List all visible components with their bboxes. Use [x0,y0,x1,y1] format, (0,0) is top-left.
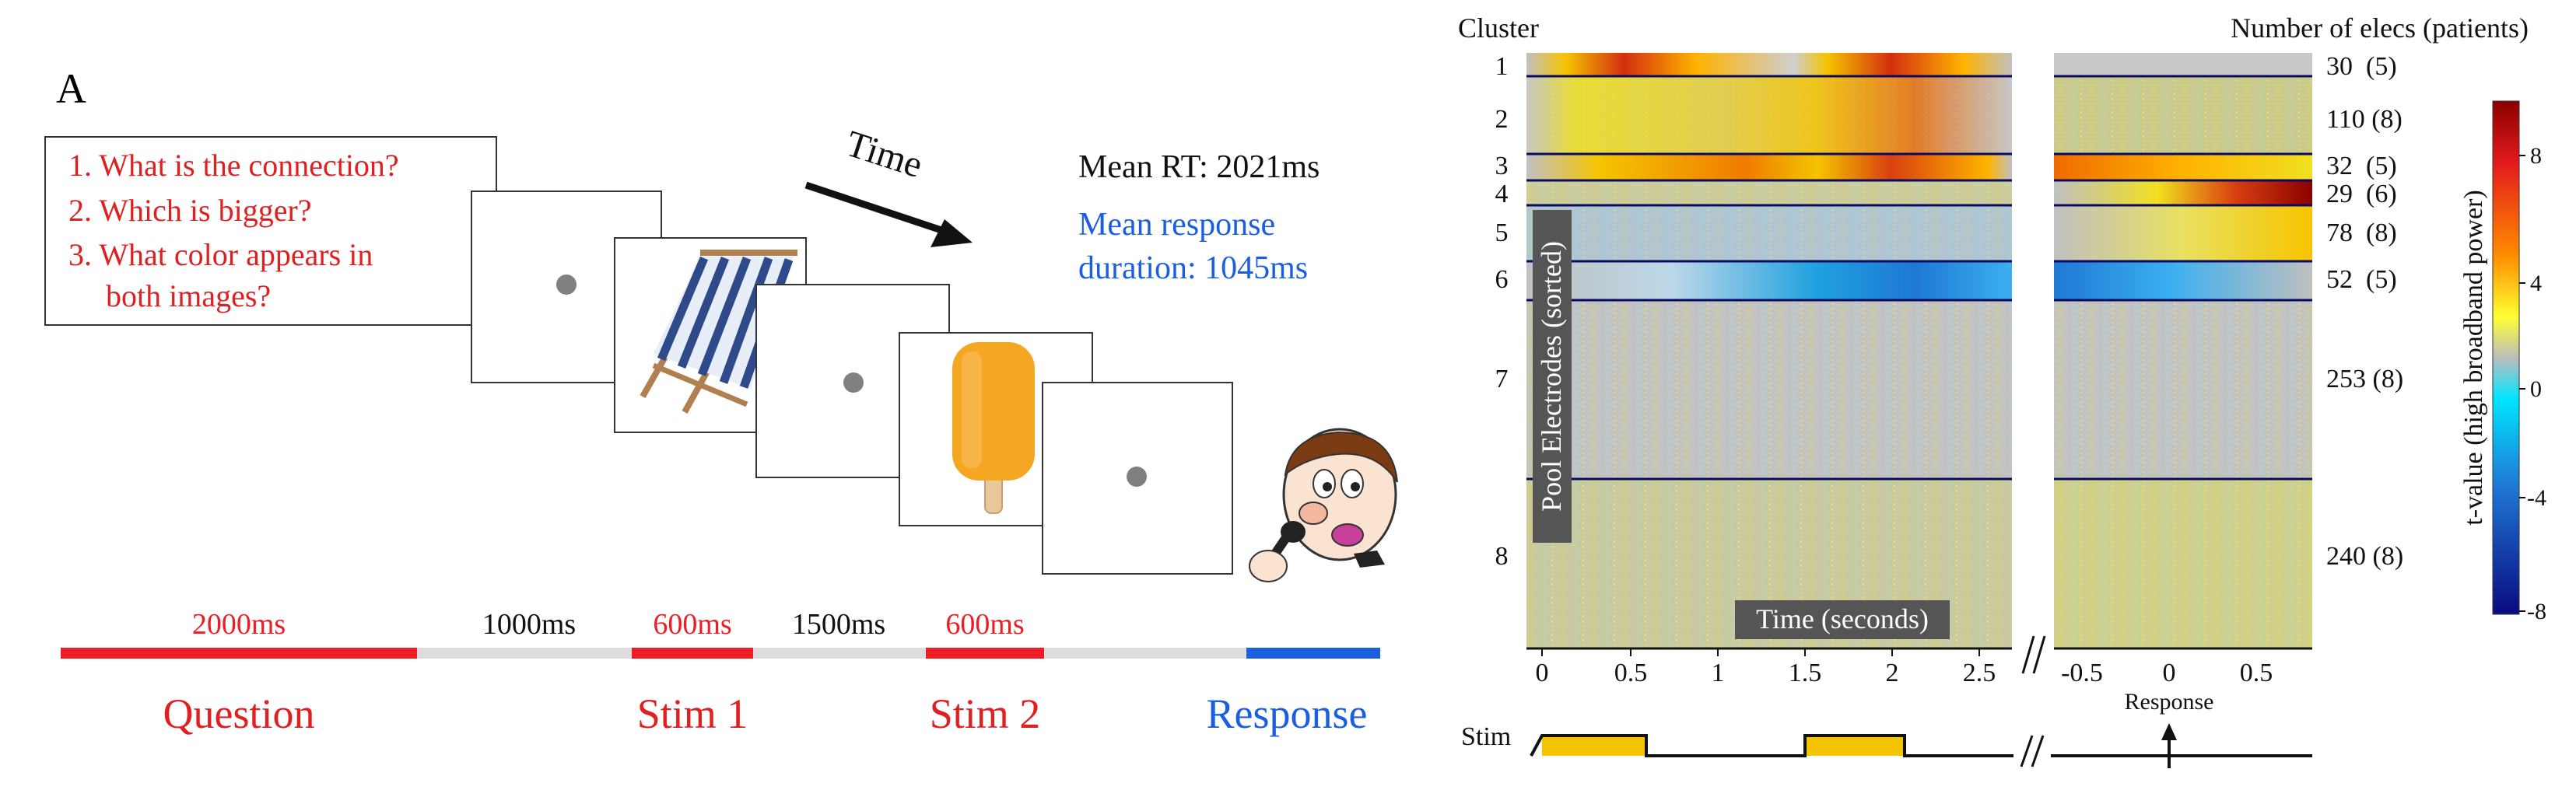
trial-timeline [61,648,1380,659]
cluster-id-1: 1 [1495,52,1509,81]
stim-pulse-2 [1805,736,1905,756]
colorbar [2492,100,2520,615]
cluster-count-7: 253 (8) [2326,365,2403,393]
cluster-count-4: 29 (6) [2326,180,2397,208]
duration-stim2: 600ms [945,608,1024,641]
mean-response-line-1: Mean response [1078,207,1275,243]
timeline-stim1 [632,648,753,659]
cluster-dividers [1526,75,2312,481]
timeline-gap-2 [753,648,926,659]
x-tick-0.5: 0.5 [1614,659,1648,687]
colorbar-tick-neg8: -8 [2527,599,2546,624]
question-box [44,136,497,326]
event-question: Question [163,690,315,737]
cluster-id-7: 7 [1495,365,1509,393]
timeline-gap-1 [417,648,632,659]
x-tick-2: 2 [1886,659,1899,687]
x-tick-resp-0.5: 0.5 [2240,659,2273,687]
axis-break-icon [2020,635,2046,767]
heatmap-xlabel: Time (seconds) [1756,603,1929,634]
cluster-id-6: 6 [1495,265,1509,294]
response-label: Response [2125,689,2214,715]
x-tick-2.5: 2.5 [1963,659,1996,687]
x-tick-resp-neg0.5: -0.5 [2061,659,2103,687]
x-tick-1.5: 1.5 [1789,659,1822,687]
elecs-header: Number of elecs (patients) [2231,12,2529,44]
speaking-person-icon [1249,428,1398,582]
colorbar-tick-4: 4 [2530,271,2542,296]
fixation-dot-2 [843,372,864,393]
cluster-count-6: 52 (5) [2326,265,2397,294]
stim-label: Stim [1461,722,1511,751]
timeline-stim2 [926,648,1044,659]
fixation-dot-3 [1127,467,1147,487]
duration-isi-2: 1500ms [792,608,885,641]
event-stim1: Stim 1 [637,690,748,737]
heatmap-stimulus-locked [1526,53,2012,648]
mean-response-line-2: duration: 1045ms [1078,250,1308,286]
cluster-id-3: 3 [1495,152,1509,180]
stim-trace [1530,734,2013,757]
timeline-question [61,648,417,659]
xlabel-box [1735,600,1950,639]
cluster-count-8: 240 (8) [2326,542,2403,571]
question-line-4: both images? [106,278,271,313]
event-stim2: Stim 2 [930,690,1041,737]
popsicle-icon [952,342,1035,514]
question-line-1: 1. What is the connection? [68,148,399,183]
cluster-id-8: 8 [1495,542,1509,571]
cluster-id-4: 4 [1495,180,1509,208]
popsicle-frame [899,332,1093,526]
fixation-dot-1 [556,274,577,295]
mean-rt: Mean RT: 2021ms [1078,149,1320,185]
duration-question: 2000ms [192,608,286,641]
time-arrow [804,181,943,234]
cluster-count-5: 78 (8) [2326,218,2397,247]
cluster-count-2: 110 (8) [2326,105,2403,134]
cluster-header: Cluster [1458,12,1539,44]
cluster-id-5: 5 [1495,218,1509,247]
event-response: Response [1207,690,1368,737]
cluster-count-1: 30 (5) [2326,52,2397,81]
duration-stim1: 600ms [653,608,731,641]
duration-isi-1: 1000ms [482,608,576,641]
colorbar-label: t-value (high broadband power) [2459,190,2488,525]
x-ticks-stim [1541,648,1980,656]
stim-pulse-1 [1542,736,1646,756]
x-tick-0: 0 [1536,659,1549,687]
colorbar-tick-0: 0 [2530,376,2542,402]
colorbar-tick-8: 8 [2530,143,2542,169]
cluster-count-3: 32 (5) [2326,152,2397,180]
x-tick-1: 1 [1712,659,1725,687]
heatmap-response-locked [2054,53,2312,648]
timeline-gap-3 [1044,648,1246,659]
panel-letter: A [56,65,86,112]
time-label: Time [841,123,927,186]
heatmap-ylabel: Pool Electrodes (sorted) [1536,241,1567,512]
timeline-response [1246,648,1380,659]
colorbar-ticks [2519,155,2525,612]
question-line-2: 2. Which is bigger? [68,193,312,228]
question-line-3: 3. What color appears in [68,237,373,272]
cluster-id-2: 2 [1495,105,1509,134]
ylabel-box [1533,210,1572,543]
time-arrowhead [931,219,973,247]
response-arrowhead [2161,723,2177,740]
colorbar-tick-neg4: -4 [2527,485,2546,511]
x-tick-resp-0: 0 [2163,659,2176,687]
